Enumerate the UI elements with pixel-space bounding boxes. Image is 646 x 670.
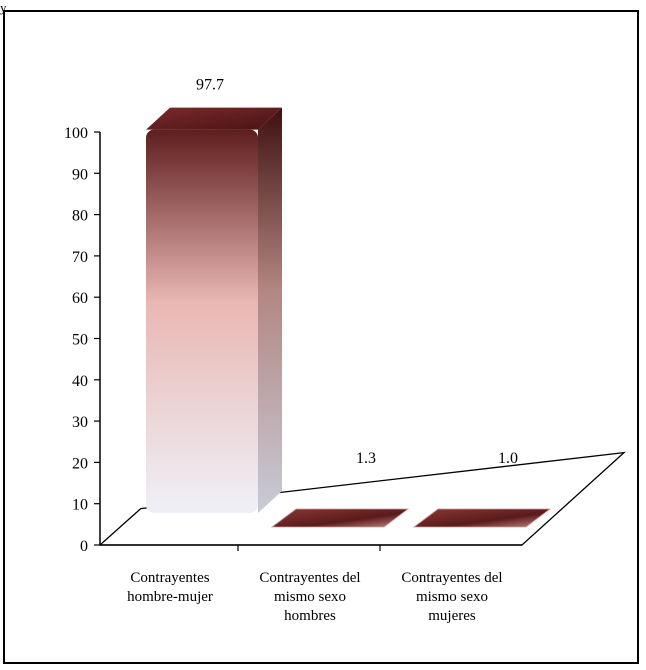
y-tick-label: 50 — [72, 332, 88, 349]
bar-slab — [412, 508, 552, 528]
x-category-label: Contrayentes hombre-mujer — [127, 570, 213, 605]
y-tick-label: 60 — [72, 290, 88, 307]
y-tick-label: 70 — [72, 249, 88, 266]
x-category-label-line: hombre-mujer — [127, 589, 213, 605]
data-label: 1.0 — [498, 450, 518, 467]
y-axis: 0 10 20 30 40 50 60 70 80 90 100 — [64, 125, 522, 555]
x-category-label-line: mujeres — [428, 608, 476, 624]
chart-frame — [3, 10, 639, 664]
bar-0 — [146, 107, 282, 514]
x-category-label-line: mismo sexo — [274, 589, 346, 605]
x-category-label-line: Contrayentes del — [401, 570, 502, 586]
y-tick-label: 30 — [72, 414, 88, 431]
x-category-label-line: Contrayentes del — [259, 570, 360, 586]
y-tick-label: 0 — [80, 538, 88, 555]
bar-top — [146, 107, 282, 130]
x-category-label: Contrayentes del mismo sexo hombres — [259, 570, 360, 624]
x-category-label: Contrayentes del mismo sexo mujeres — [401, 570, 502, 624]
bar-2 — [412, 508, 552, 528]
y-tick-label: 80 — [72, 208, 88, 225]
bars — [146, 107, 552, 528]
bar-side — [258, 107, 282, 514]
data-label: 97.7 — [196, 77, 224, 94]
bar-1 — [270, 508, 410, 528]
y-tick-label: 90 — [72, 166, 88, 183]
x-category-label-line: Contrayentes — [130, 570, 209, 586]
y-tick-label: 100 — [64, 125, 88, 142]
bar-front — [146, 129, 258, 513]
data-label: 1.3 — [356, 450, 376, 467]
y-tick-label: 40 — [72, 373, 88, 390]
header-fragment: y — [0, 0, 7, 15]
x-category-label-line: mismo sexo — [416, 589, 488, 605]
bar-slab — [270, 508, 410, 528]
y-tick-label: 10 — [72, 497, 88, 514]
labels: 97.71.3 1.0Contrayenteshombre-mujerContra… — [127, 77, 518, 624]
y-tick-label: 20 — [72, 455, 88, 472]
x-category-label-line: hombres — [284, 608, 336, 624]
